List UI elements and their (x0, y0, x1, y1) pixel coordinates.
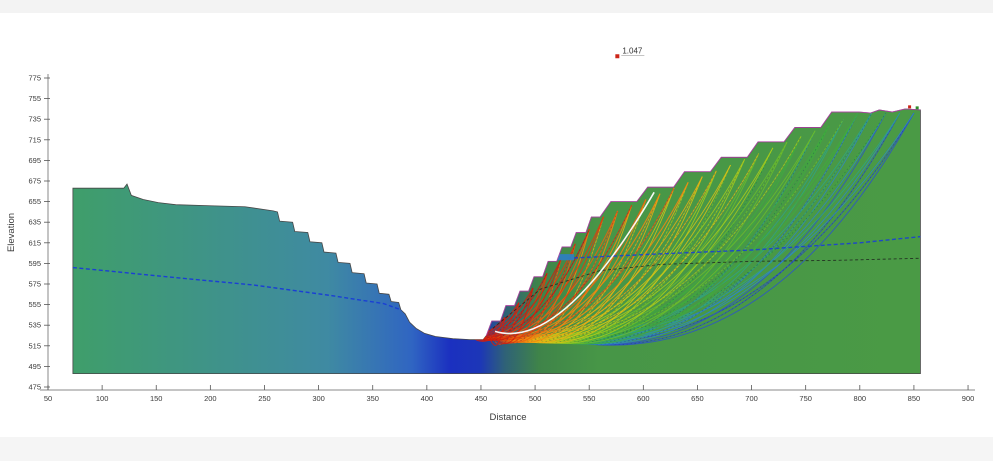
slip-surface-arc-outline (485, 170, 717, 340)
y-tick-label: 575 (28, 280, 41, 289)
y-tick-label: 595 (28, 259, 41, 268)
x-tick-label: 650 (691, 394, 704, 403)
y-tick-label: 635 (28, 218, 41, 227)
x-tick-label: 700 (745, 394, 758, 403)
x-tick-label: 600 (637, 394, 650, 403)
material-boundary-line (492, 257, 921, 329)
y-tick-label: 695 (28, 156, 41, 165)
water-table-line-right (567, 235, 921, 259)
x-axis-label: Distance (490, 412, 527, 423)
crest-marker (915, 106, 919, 110)
fos-value: 1.047 (622, 46, 643, 55)
axes: 50 100 150 200 250 300 350 400 450 500 550 600 650 70… (6, 74, 975, 423)
bench-pond (556, 254, 575, 261)
x-tick-label: 400 (421, 394, 434, 403)
y-tick-label: 515 (28, 341, 41, 350)
x-tick-label: 800 (854, 394, 867, 403)
factor-of-safety-label: 1.047 (615, 46, 645, 59)
x-tick-label: 200 (204, 394, 217, 403)
y-tick-label: 655 (28, 197, 41, 206)
x-tick-label: 750 (799, 394, 812, 403)
slip-surface-arc-outline (547, 112, 901, 346)
x-tick-label: 850 (908, 394, 921, 403)
fos-marker (615, 54, 620, 59)
y-tick-label: 615 (28, 238, 41, 247)
x-tick-label: 150 (150, 394, 163, 403)
slip-surface-arc-outline (528, 147, 774, 344)
y-tick-label: 755 (28, 94, 41, 103)
slip-surface-arc-outline (540, 113, 858, 345)
slip-surface-arc-outline (534, 130, 816, 345)
critical-slip-surface (494, 191, 655, 335)
slip-surface-arc-outline (473, 205, 633, 339)
bottom-strip (0, 437, 993, 461)
top-strip (0, 0, 993, 13)
slip-surface-arc (498, 182, 689, 342)
x-tick-label: 300 (312, 394, 325, 403)
x-tick-label: 350 (366, 394, 379, 403)
x-tick-label: 100 (96, 394, 109, 403)
x-tick-label: 900 (962, 394, 975, 403)
y-tick-label: 535 (28, 321, 41, 330)
y-tick-label: 715 (28, 135, 41, 144)
slip-surface-arc (495, 273, 548, 344)
y-tick-label: 735 (28, 115, 41, 124)
slip-surface-arc (493, 287, 534, 344)
slip-surface-arc-outline (488, 210, 618, 341)
y-tick-label: 675 (28, 177, 41, 186)
slip-surface-arc-outline (510, 199, 647, 343)
x-tick-label: 550 (583, 394, 596, 403)
crest-marker (908, 105, 912, 109)
slip-surface-arc-outline (516, 182, 689, 344)
x-tick-label: 50 (44, 394, 52, 403)
x-tick-label: 500 (529, 394, 542, 403)
slip-surface-fan (72, 112, 921, 346)
y-tick-label: 775 (28, 74, 41, 83)
y-tick-label: 495 (28, 362, 41, 371)
slope-face-trace (485, 108, 921, 336)
x-tick-label: 450 (475, 394, 488, 403)
slip-surface-arc-outline (500, 176, 703, 342)
slip-surface-arc-outline (522, 164, 731, 344)
y-axis-label: Elevation (6, 213, 17, 252)
y-tick-label: 475 (28, 383, 41, 392)
x-tick-label: 250 (258, 394, 271, 403)
slip-surface-arc-outline (507, 159, 745, 342)
slip-surface-arc (489, 317, 506, 346)
y-tick-label: 555 (28, 300, 41, 309)
